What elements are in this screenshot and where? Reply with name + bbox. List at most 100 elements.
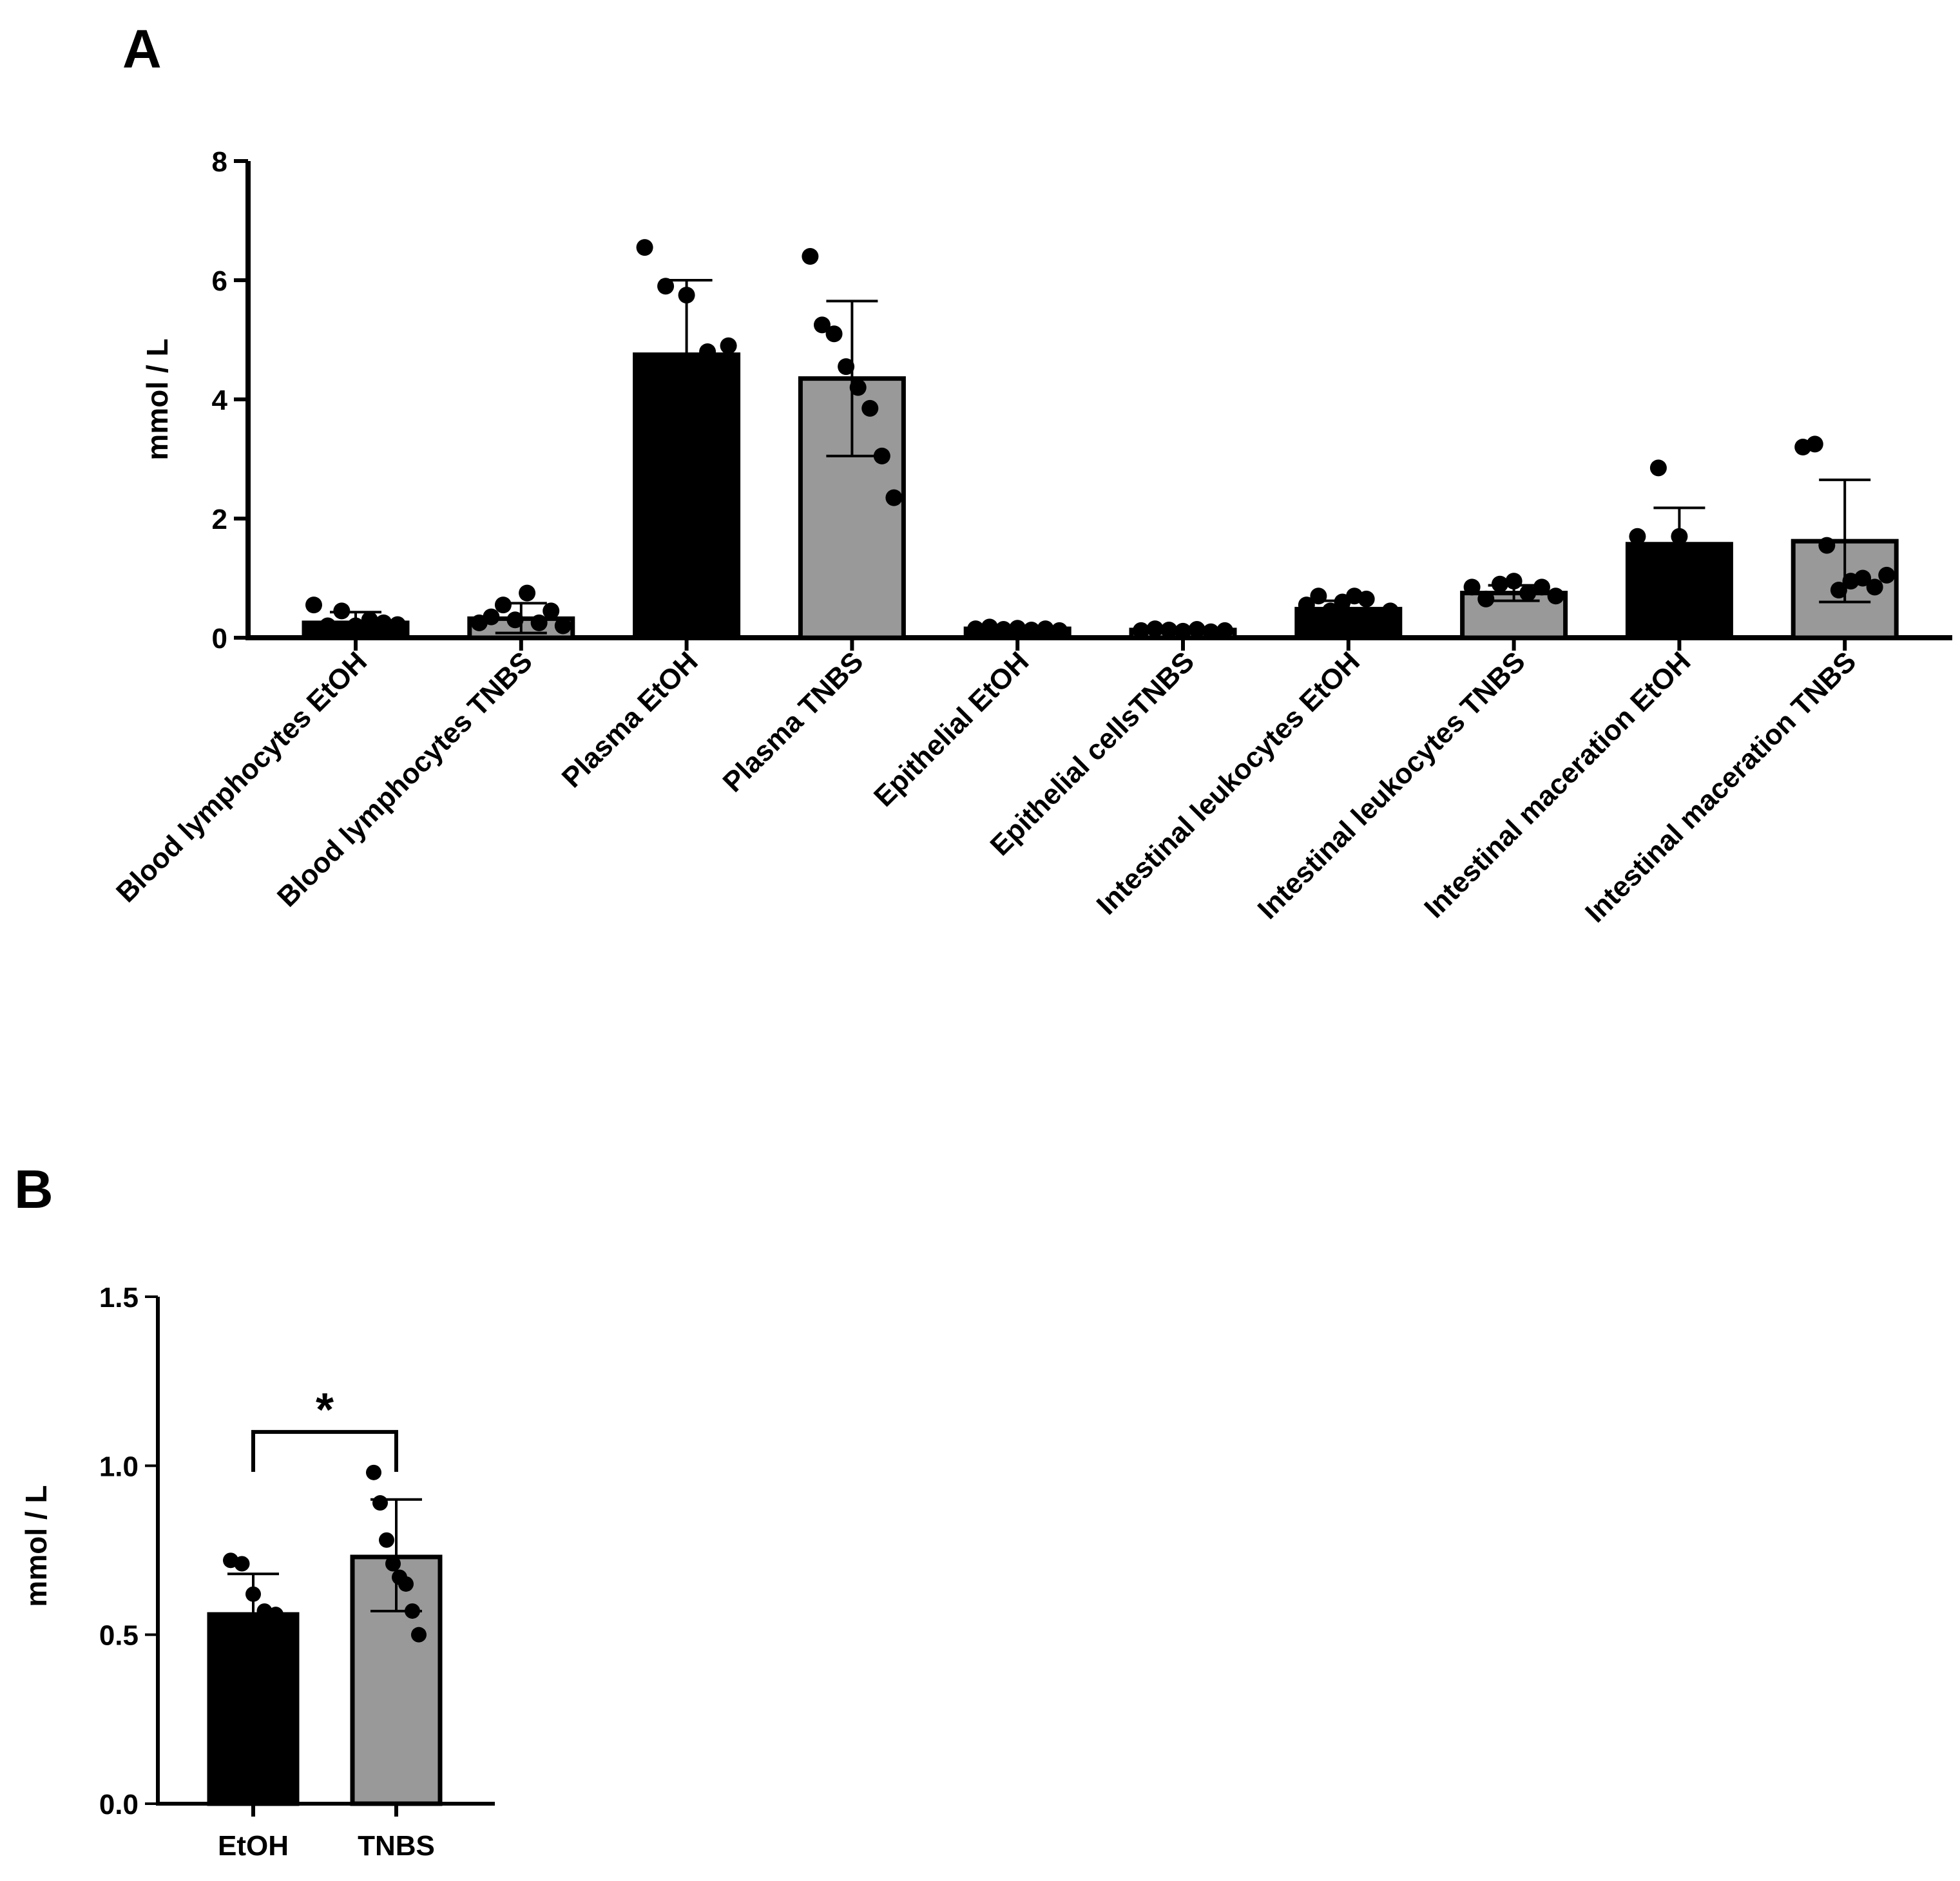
data-point: [838, 358, 855, 376]
data-point: [1649, 459, 1667, 477]
data-point: [1830, 582, 1847, 598]
data-point: [543, 602, 560, 620]
panel-b-error-bars: [227, 1498, 422, 1615]
data-point: [554, 617, 572, 635]
data-point: [1547, 587, 1564, 605]
data-point: [385, 1556, 401, 1572]
y-tick-label: 0.0: [99, 1789, 139, 1820]
data-point: [1806, 435, 1823, 453]
data-point: [657, 278, 675, 295]
data-point: [1818, 537, 1836, 554]
data-point: [1298, 597, 1315, 614]
data-point: [1691, 555, 1709, 572]
significance-bracket: *: [251, 1384, 398, 1472]
data-point: [1216, 622, 1233, 639]
data-point: [1321, 602, 1339, 620]
panel-b: B mmol / L 0.0 0.5 1.0 1.5 EtOH TNBS *: [14, 1159, 495, 1862]
data-point: [1866, 578, 1883, 596]
y-tick-label: 8: [212, 146, 227, 178]
y-tick-label: 6: [212, 265, 227, 297]
category-label: Plasma TNBS: [717, 645, 870, 798]
data-point: [1519, 584, 1537, 602]
y-tick-label: 0.5: [99, 1620, 139, 1652]
data-point: [405, 1603, 420, 1619]
data-point: [494, 597, 512, 614]
y-tick-label: 0: [212, 623, 227, 654]
data-point: [981, 618, 998, 636]
significance-bracket-line: [251, 1429, 398, 1472]
panel-a-y-axis-title: mmol / L: [140, 338, 174, 460]
data-point: [1533, 578, 1550, 596]
category-label: Plasma EtOH: [556, 645, 704, 794]
data-point: [699, 343, 716, 360]
data-point: [389, 616, 406, 633]
data-point: [1358, 590, 1375, 607]
data-point: [1477, 590, 1495, 607]
data-point: [333, 602, 351, 620]
data-point: [483, 608, 500, 625]
data-point: [347, 617, 364, 635]
data-point: [995, 621, 1012, 638]
panel-b-y-axis-title: mmol / L: [19, 1485, 53, 1607]
data-point: [1133, 622, 1149, 639]
data-point: [319, 617, 336, 635]
data-point: [1671, 528, 1688, 545]
panel-a: A mmol / L 0 2 4 6 8 Blood lymphocytes EtOHB…: [110, 19, 1952, 929]
data-point: [1023, 621, 1040, 638]
data-point: [1629, 528, 1646, 545]
panel-b-bars: [207, 1554, 443, 1806]
data-point: [967, 620, 985, 638]
data-point: [802, 248, 819, 265]
data-point: [720, 337, 737, 354]
data-point: [519, 584, 536, 602]
panel-a-data-points: [305, 239, 1896, 640]
data-point: [1854, 569, 1872, 587]
bar: [633, 352, 741, 640]
data-point: [1878, 566, 1896, 584]
data-point: [411, 1627, 427, 1643]
panel-b-category-labels: EtOH TNBS: [218, 1830, 435, 1862]
y-tick-label: 1.5: [99, 1282, 139, 1313]
data-point: [678, 287, 695, 304]
data-point: [375, 614, 392, 631]
panel-a-label: A: [122, 19, 162, 79]
data-point: [379, 1532, 394, 1548]
category-label: TNBS: [358, 1830, 435, 1862]
bar: [207, 1612, 300, 1806]
panel-a-bars: [302, 352, 1899, 640]
data-point: [372, 1495, 388, 1511]
bar: [1625, 542, 1733, 640]
category-label: EtOH: [218, 1830, 289, 1862]
y-tick-label: 2: [212, 504, 227, 535]
panel-b-data-points: [223, 1464, 427, 1643]
category-label: Intestinal leukocytes EtOH: [1091, 645, 1366, 921]
data-point: [1202, 623, 1220, 640]
data-point: [1381, 602, 1399, 620]
data-point: [1310, 587, 1327, 605]
data-point: [1188, 621, 1206, 638]
data-point: [398, 1576, 414, 1592]
data-point: [849, 379, 867, 396]
data-point: [361, 611, 378, 629]
data-point: [305, 597, 322, 614]
data-point: [636, 239, 653, 256]
data-point: [245, 1586, 261, 1602]
data-point: [1491, 575, 1508, 593]
data-point: [268, 1607, 283, 1623]
data-point: [1009, 620, 1026, 637]
data-point: [861, 399, 879, 417]
data-point: [1051, 622, 1068, 639]
category-label: Intestinal leukocytes TNBS: [1252, 645, 1532, 925]
y-tick-label: 1.0: [99, 1451, 139, 1482]
category-label: Intestinal maceration EtOH: [1418, 645, 1696, 924]
data-point: [1175, 622, 1191, 640]
data-point: [1037, 620, 1054, 638]
data-point: [1146, 620, 1164, 638]
data-point: [825, 325, 843, 343]
data-point: [885, 489, 903, 506]
data-point: [1160, 621, 1178, 638]
data-point: [506, 611, 524, 629]
data-point: [873, 447, 890, 464]
